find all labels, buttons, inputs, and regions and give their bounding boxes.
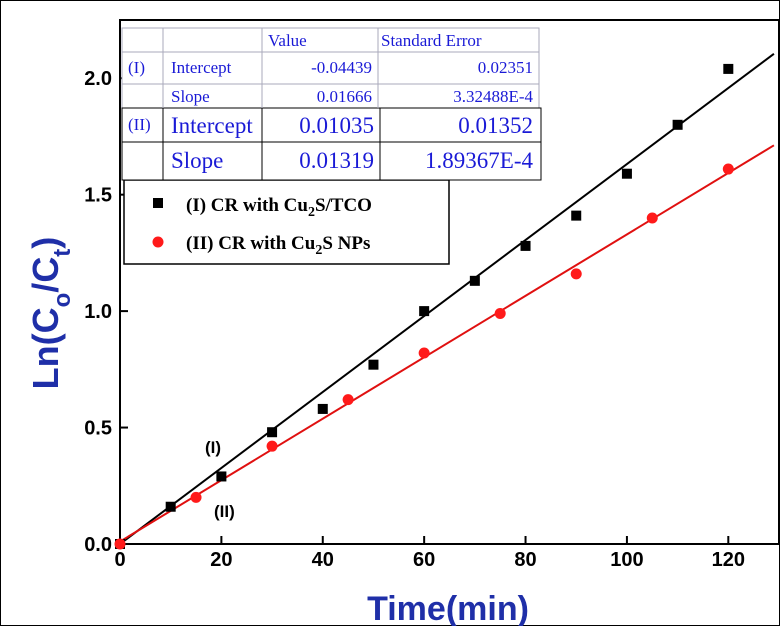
fit-line-series-1: [119, 53, 775, 545]
data-point-series-1: [267, 427, 278, 438]
data-point-series-1: [672, 119, 683, 130]
data-point-series-2: [114, 538, 126, 550]
data-point-series-2: [494, 307, 506, 319]
fit-table-cell: 0.02351: [478, 58, 533, 77]
fit-table-top: [121, 27, 540, 109]
fit-table-header-value: Value: [268, 31, 307, 50]
data-point-series-2: [646, 212, 658, 224]
x-tick-label: 0: [114, 549, 125, 571]
y-tick-label: 1.5: [84, 185, 112, 207]
data-point-series-1: [317, 403, 328, 414]
data-points: [114, 63, 734, 550]
data-point-series-2: [418, 347, 430, 359]
y-axis-title: Ln(Co/Ct): [25, 237, 76, 390]
y-tick-label: 0.0: [84, 534, 112, 556]
data-point-series-2: [190, 491, 202, 503]
x-tick-label: 80: [514, 549, 536, 571]
data-point-series-2: [722, 163, 734, 175]
x-tick-label: 60: [413, 549, 435, 571]
fit-table-cell: 3.32488E-4: [453, 87, 533, 106]
legend-box: [123, 179, 450, 265]
data-point-series-1: [469, 275, 480, 286]
data-point-series-2: [570, 268, 582, 280]
fit-table-cell: 1.89367E-4: [425, 148, 533, 173]
data-point-series-1: [419, 306, 430, 317]
fit-table-cell: 0.01666: [317, 87, 372, 106]
fit-table-series-1: (I): [128, 58, 145, 77]
data-point-series-1: [621, 168, 632, 179]
legend: (I) CR with Cu2S/TCO (II) CR with Cu2S N…: [123, 179, 450, 265]
annotation-series-2: (II): [214, 502, 235, 521]
data-point-series-2: [342, 394, 354, 406]
y-tick-label: 2.0: [84, 68, 112, 90]
ticks: 0 20 40 60 80 100 120 0.0 0.5 1.0 1.5 2.0: [84, 68, 745, 571]
fit-table-bottom: [121, 107, 542, 181]
fit-table-cell: 0.01352: [458, 113, 533, 138]
x-tick-label: 100: [610, 549, 643, 571]
fit-table-cell: 0.01319: [299, 148, 374, 173]
legend-marker-circle: [152, 236, 164, 248]
legend-label-series-1: (I) CR with Cu2S/TCO: [186, 195, 372, 220]
x-tick-label: 120: [712, 549, 745, 571]
fit-table: Value Standard Error (I) Intercept -0.04…: [121, 27, 542, 181]
fit-table-cell: -0.04439: [311, 58, 372, 77]
x-tick-label: 20: [210, 549, 232, 571]
y-tick-label: 0.5: [84, 418, 112, 440]
x-tick-label: 40: [312, 549, 334, 571]
data-point-series-1: [723, 63, 734, 74]
fit-lines: [119, 53, 775, 545]
fit-table-series-2: (II): [128, 115, 151, 134]
y-tick-label: 1.0: [84, 301, 112, 323]
fit-table-cell: Intercept: [171, 113, 253, 138]
annotation-series-1: (I): [205, 438, 221, 457]
fit-table-header-error: Standard Error: [381, 31, 482, 50]
fit-table-cell: 0.01035: [299, 113, 374, 138]
fit-table-cell: Slope: [171, 87, 210, 106]
data-point-series-1: [571, 210, 582, 221]
data-point-series-1: [165, 501, 176, 512]
plot-area: [119, 19, 780, 545]
fit-line-series-2: [119, 144, 775, 543]
fit-table-cell: Intercept: [171, 58, 232, 77]
data-point-series-1: [368, 359, 379, 370]
legend-marker-square: [153, 198, 163, 208]
legend-label-series-2: (II) CR with Cu2S NPs: [186, 233, 370, 258]
fit-table-cell: Slope: [171, 148, 223, 173]
data-point-series-1: [520, 240, 531, 251]
x-axis-title: Time(min): [367, 590, 529, 626]
data-point-series-2: [266, 440, 278, 452]
data-point-series-1: [216, 471, 227, 482]
